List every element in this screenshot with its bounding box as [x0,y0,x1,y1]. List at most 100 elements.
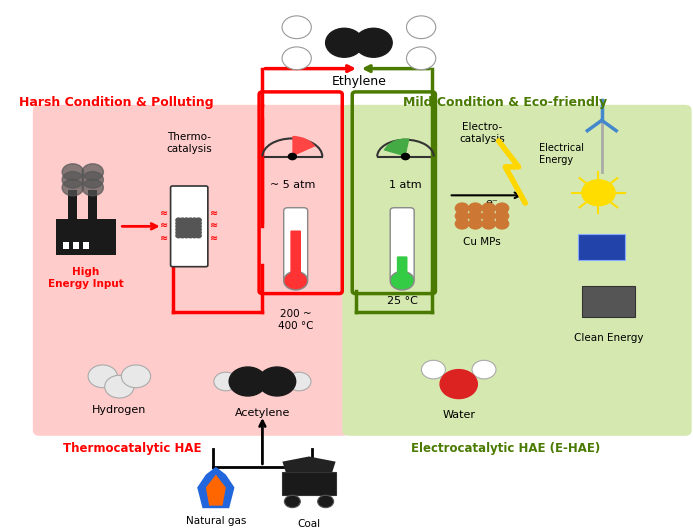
Text: Acetylene: Acetylene [235,407,290,417]
Circle shape [283,271,308,290]
Circle shape [229,367,266,396]
Bar [73,242,80,249]
Text: 25 °C: 25 °C [387,296,418,306]
Circle shape [196,221,201,225]
Circle shape [176,234,182,238]
Circle shape [582,180,615,206]
Circle shape [188,218,193,222]
Bar [68,190,78,218]
Circle shape [184,221,189,225]
Circle shape [184,231,189,235]
Text: Mild Condition & Eco-friendly: Mild Condition & Eco-friendly [403,96,607,109]
Circle shape [188,221,193,225]
Polygon shape [198,467,234,508]
Circle shape [82,179,103,196]
Text: ≈: ≈ [211,234,218,244]
Circle shape [258,367,296,396]
Circle shape [82,164,103,180]
Circle shape [180,224,185,229]
Text: ≈: ≈ [211,208,218,218]
Circle shape [184,218,189,222]
Circle shape [176,227,182,232]
Circle shape [184,234,189,238]
Circle shape [192,234,198,238]
Circle shape [62,171,83,188]
Circle shape [390,271,414,290]
Circle shape [482,211,495,221]
Bar [82,242,89,249]
Circle shape [196,227,201,232]
Circle shape [62,179,83,196]
Circle shape [482,218,495,229]
Circle shape [287,372,311,391]
Text: ≈: ≈ [160,208,168,218]
Text: Water: Water [442,410,475,420]
Circle shape [180,231,185,235]
Circle shape [180,227,185,232]
Text: Thermocatalytic HAE: Thermocatalytic HAE [64,442,202,455]
Text: Electrocatalytic HAE (E-HAE): Electrocatalytic HAE (E-HAE) [411,442,600,455]
Polygon shape [206,475,226,506]
FancyBboxPatch shape [282,472,335,495]
Circle shape [455,218,468,229]
Circle shape [196,231,201,235]
Circle shape [176,231,182,235]
Circle shape [176,224,182,229]
Text: Electrical
Energy: Electrical Energy [538,143,584,165]
Text: 200 ~
400 °C: 200 ~ 400 °C [278,309,313,331]
Text: ~ 5 atm: ~ 5 atm [270,180,315,190]
Circle shape [196,224,201,229]
Circle shape [401,153,410,160]
FancyBboxPatch shape [33,105,349,436]
Text: High
Energy Input: High Energy Input [49,267,124,289]
Circle shape [495,218,509,229]
Text: Natural gas: Natural gas [186,516,246,526]
Circle shape [176,221,182,225]
FancyBboxPatch shape [397,257,407,279]
Circle shape [407,47,436,70]
Circle shape [326,28,363,57]
FancyBboxPatch shape [579,234,625,260]
Circle shape [82,171,103,188]
Circle shape [196,234,201,238]
FancyBboxPatch shape [170,186,208,267]
Circle shape [495,211,509,221]
Circle shape [355,28,392,57]
Wedge shape [384,139,410,157]
Circle shape [472,360,496,379]
Text: Ethylene: Ethylene [331,75,386,88]
FancyBboxPatch shape [290,231,301,279]
Circle shape [284,495,300,508]
Circle shape [440,370,477,398]
Bar [63,242,69,249]
Polygon shape [282,457,335,472]
Circle shape [188,227,193,232]
Circle shape [105,375,134,398]
FancyBboxPatch shape [283,208,308,281]
Circle shape [455,203,468,213]
Text: e⁻: e⁻ [486,198,498,208]
Circle shape [468,211,482,221]
Circle shape [176,218,182,222]
Circle shape [192,231,198,235]
Circle shape [184,227,189,232]
Circle shape [88,365,117,388]
Circle shape [282,47,311,70]
Circle shape [214,372,238,391]
Circle shape [421,360,446,379]
FancyBboxPatch shape [56,218,116,255]
Circle shape [468,218,482,229]
Circle shape [282,16,311,39]
Text: ≈: ≈ [160,234,168,244]
FancyBboxPatch shape [390,208,414,281]
Text: 1 atm: 1 atm [389,180,422,190]
Circle shape [495,203,509,213]
Wedge shape [292,136,315,157]
Circle shape [317,495,333,508]
Circle shape [180,234,185,238]
Circle shape [288,153,297,160]
Circle shape [180,221,185,225]
Text: ≈: ≈ [160,221,168,231]
FancyBboxPatch shape [582,286,635,317]
Text: ≈: ≈ [211,221,218,231]
